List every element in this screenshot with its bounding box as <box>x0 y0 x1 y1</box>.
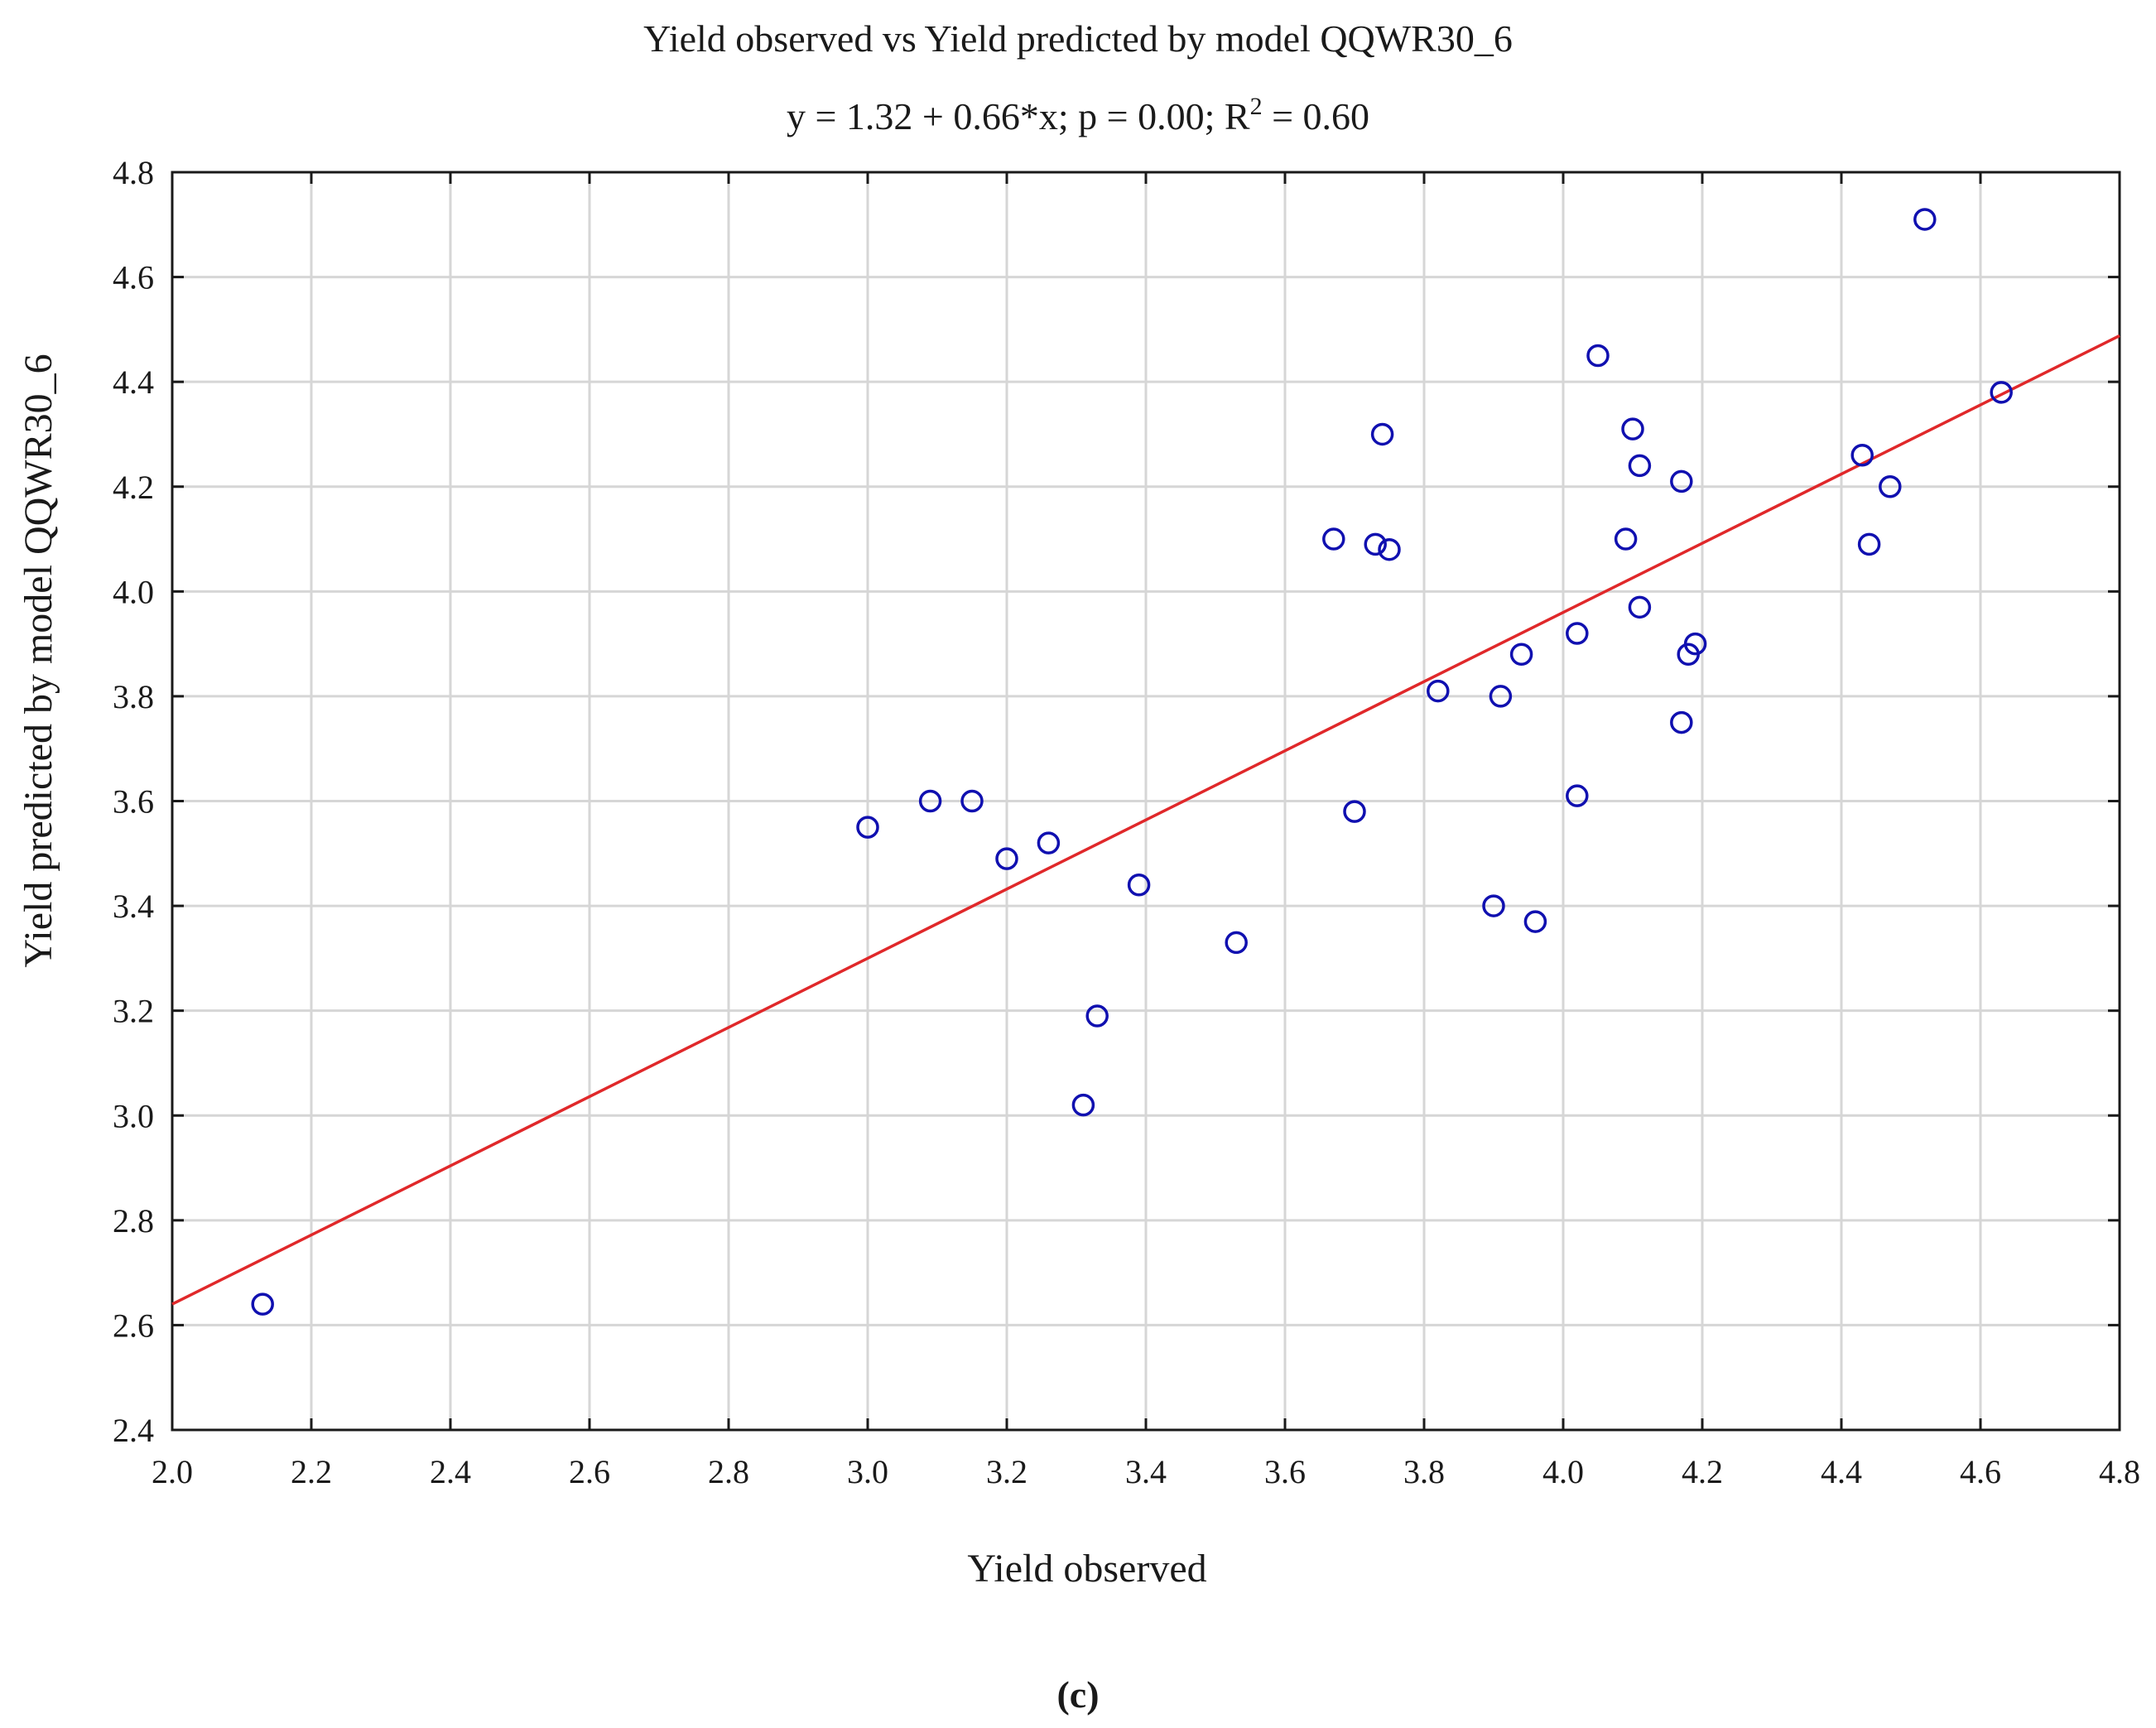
data-point <box>1071 1093 1095 1117</box>
data-points <box>251 208 2013 1316</box>
x-tick-label: 2.0 <box>152 1453 193 1490</box>
x-tick-label: 2.2 <box>291 1453 332 1490</box>
y-tick-label: 4.6 <box>113 259 154 296</box>
chart-title: Yield observed vs Yield predicted by mod… <box>643 17 1513 60</box>
regression-line-group <box>171 334 2120 1306</box>
data-point <box>1364 532 1387 556</box>
data-point <box>1037 831 1061 854</box>
x-tick-label: 3.2 <box>986 1453 1027 1490</box>
chart-subtitle: y = 1.32 + 0.66*x; p = 0.00; R2 = 0.60 <box>787 93 1369 137</box>
y-tick-label: 3.2 <box>113 993 154 1030</box>
data-point <box>1566 784 1589 807</box>
y-tick-label: 3.6 <box>113 783 154 821</box>
data-point <box>1509 643 1533 667</box>
data-point <box>1085 1004 1109 1028</box>
regression-line <box>171 334 2120 1306</box>
data-point <box>1343 800 1366 823</box>
data-point <box>1378 537 1401 561</box>
axis-ticks: 2.0 2.2 2.4 2.6 2.8 3.0 3.2 3.4 3.6 3.8 4.0 4.2 4.4 4… <box>113 154 2140 1490</box>
x-tick-label: 3.6 <box>1264 1453 1306 1490</box>
data-point <box>251 1292 274 1316</box>
subtitle-r2-value: = 0.60 <box>1263 95 1369 137</box>
y-tick-label: 4.8 <box>113 154 154 191</box>
data-point <box>1857 532 1881 556</box>
data-point <box>960 789 984 813</box>
y-tick-label: 2.8 <box>113 1202 154 1239</box>
data-point <box>1913 208 1937 231</box>
y-tick-label: 3.0 <box>113 1097 154 1134</box>
data-point <box>1322 527 1345 551</box>
data-point <box>918 789 942 813</box>
data-point <box>1614 527 1638 551</box>
data-point <box>1489 685 1513 708</box>
data-point <box>1628 454 1652 478</box>
data-point <box>856 816 879 839</box>
data-point <box>1370 422 1394 446</box>
gridlines <box>172 172 2120 1430</box>
x-tick-label: 3.8 <box>1403 1453 1445 1490</box>
x-tick-label: 4.4 <box>1821 1453 1862 1490</box>
data-point <box>1850 444 1874 467</box>
x-tick-label: 2.6 <box>569 1453 610 1490</box>
data-point <box>1225 931 1248 955</box>
data-point <box>1879 475 1902 498</box>
x-tick-label: 3.0 <box>847 1453 888 1490</box>
data-point <box>1482 894 1505 917</box>
y-tick-label: 4.4 <box>113 363 154 401</box>
y-tick-label: 2.4 <box>113 1412 154 1449</box>
y-tick-label: 3.4 <box>113 888 154 925</box>
data-point <box>1523 910 1547 933</box>
y-tick-label: 4.0 <box>113 573 154 610</box>
y-tick-label: 3.8 <box>113 678 154 715</box>
x-tick-label: 2.4 <box>430 1453 471 1490</box>
y-axis-label: Yield predicted by model QQWR30_6 <box>17 354 60 967</box>
panel-label: (c) <box>1056 1673 1099 1716</box>
data-point <box>1566 622 1589 645</box>
x-axis-label: Yield observed <box>967 1547 1206 1591</box>
subtitle-equation: y = 1.32 + 0.66*x; p = 0.00; R <box>787 95 1250 137</box>
data-point <box>995 847 1018 870</box>
data-point <box>1990 381 2013 404</box>
data-point <box>1670 469 1693 493</box>
data-point <box>1621 417 1644 440</box>
y-tick-label: 4.2 <box>113 469 154 506</box>
data-point <box>1427 679 1450 703</box>
data-point <box>1683 632 1707 656</box>
x-tick-label: 4.0 <box>1542 1453 1584 1490</box>
x-tick-label: 4.8 <box>2099 1453 2140 1490</box>
x-tick-label: 2.8 <box>708 1453 749 1490</box>
data-point <box>1628 595 1652 619</box>
x-tick-label: 4.2 <box>1682 1453 1723 1490</box>
data-point <box>1670 710 1693 734</box>
data-point <box>1586 344 1610 368</box>
data-point <box>1127 874 1151 897</box>
y-tick-label: 2.6 <box>113 1307 154 1344</box>
x-tick-label: 4.6 <box>1960 1453 2001 1490</box>
x-tick-label: 3.4 <box>1125 1453 1167 1490</box>
subtitle-superscript: 2 <box>1250 93 1263 120</box>
